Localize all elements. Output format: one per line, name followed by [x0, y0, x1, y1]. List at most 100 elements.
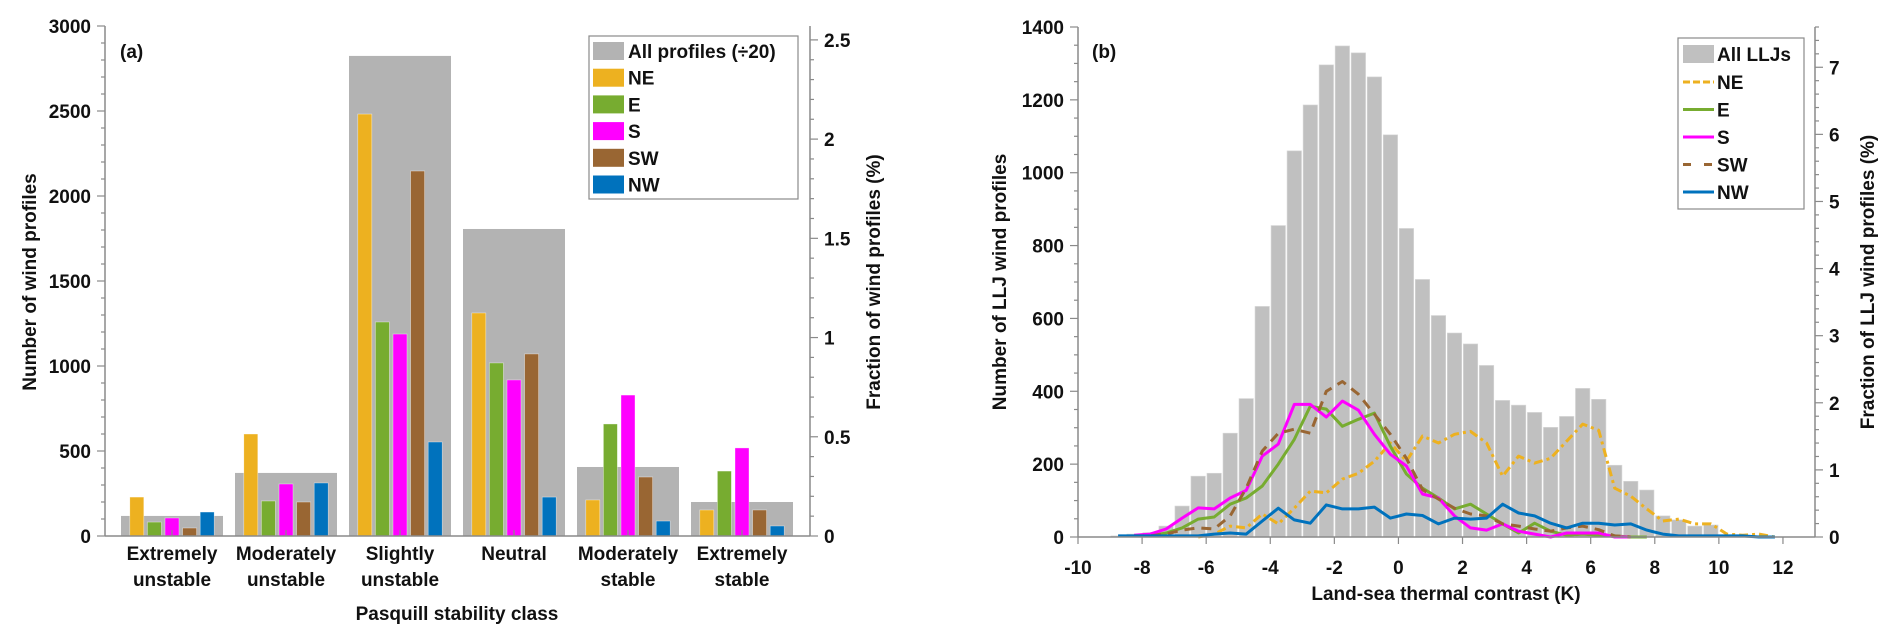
a-x-tick-label: unstable: [247, 570, 325, 591]
b-histogram-bar: [1511, 404, 1527, 538]
a-legend-swatch-s: [593, 122, 624, 141]
a-y-tick-label: 1500: [49, 272, 91, 293]
a-bar-e: [147, 521, 162, 537]
a-panel-label: (a): [120, 42, 143, 63]
a-y-axis-label: Number of wind profiles: [20, 173, 41, 390]
a-bar-sw: [182, 527, 197, 537]
b-legend-box: [1677, 37, 1805, 210]
a-bar-nw: [769, 525, 785, 537]
a-bar-ne: [129, 496, 145, 537]
b-legend-label: NE: [1717, 73, 1743, 94]
a-bar-s: [392, 333, 408, 537]
b-y-tick-label: 600: [1032, 309, 1064, 330]
b-histogram-bar: [1575, 388, 1591, 538]
a-x-tick-label: stable: [601, 570, 656, 591]
a-bar-s: [278, 483, 294, 537]
b-y-right-tick-label: 3: [1829, 327, 1840, 348]
b-y-right-tick-label: 1: [1829, 461, 1840, 482]
b-histogram-bar: [1366, 76, 1382, 538]
a-y-axis-right-label: Fraction of wind profiles (%): [864, 154, 885, 409]
a-legend-label: All profiles (÷20): [628, 42, 776, 63]
b-y-tick-label: 1200: [1022, 91, 1064, 112]
b-legend-swatch-all-lljs: [1683, 45, 1714, 63]
a-bar-ne: [699, 509, 715, 537]
b-histogram-bar: [1350, 52, 1366, 538]
a-legend-box: [588, 35, 799, 200]
b-histogram: [1110, 45, 1735, 538]
a-bar-s: [506, 379, 522, 537]
a-bar-e: [717, 470, 732, 537]
a-legend: All profiles (÷20) NE ES SW NW: [588, 35, 799, 200]
a-bar-nw: [313, 482, 329, 537]
b-histogram-bar: [1270, 225, 1286, 538]
a-legend-swatch-ne: [593, 68, 624, 87]
a-bar-ne: [471, 312, 487, 537]
a-y-right-tick-label: 1: [824, 329, 835, 350]
b-histogram-bar: [1318, 64, 1334, 538]
b-histogram-bar: [1414, 279, 1430, 538]
a-y-tick-label: 2000: [49, 187, 91, 208]
a-bar-sw: [752, 509, 767, 537]
a-bar-ne: [357, 113, 373, 537]
a-x-tick-label: stable: [715, 570, 770, 591]
a-x-tick-label: Extremely: [127, 544, 218, 565]
a-bar-s: [620, 394, 636, 537]
a-legend-swatch-all: [593, 42, 624, 60]
b-y-axis-right-label: Fraction of LLJ wind profiles (%): [1858, 135, 1879, 430]
a-x-tick-label: Neutral: [481, 544, 546, 565]
b-legend-label: All LLJs: [1717, 45, 1791, 66]
a-bar-ne: [585, 499, 601, 537]
b-histogram-bar: [1254, 306, 1270, 538]
b-y-right-tick-label: 0: [1829, 528, 1840, 549]
b-legend-label: S: [1717, 128, 1730, 149]
a-axes: 0 500 1000 1500 2000 2500 3000 0 0.5 1 1.5 2 2.5 Extr…: [49, 17, 851, 591]
a-y-tick-label: 500: [59, 442, 91, 463]
a-y-right-tick-label: 1.5: [824, 229, 851, 250]
a-bar-nw: [655, 520, 671, 537]
a-legend-label: E: [628, 95, 641, 116]
a-bar-nw: [427, 441, 443, 537]
a-bar-e: [261, 500, 276, 537]
b-x-tick-label: -8: [1134, 558, 1151, 579]
a-y-right-tick-label: 2: [824, 130, 835, 151]
b-histogram-bar: [1398, 228, 1414, 538]
b-legend-label: NW: [1717, 183, 1749, 204]
b-line-sw: [1134, 380, 1631, 539]
b-x-tick-label: 12: [1772, 558, 1793, 579]
b-histogram-bar: [1591, 398, 1607, 538]
a-x-tick-label: unstable: [361, 570, 439, 591]
a-legend-label: NE: [628, 69, 654, 90]
b-y-tick-label: 0: [1053, 528, 1064, 549]
panel-a: 0 500 1000 1500 2000 2500 3000 0 0.5 1 1.5 2 2.5 Extr…: [20, 17, 885, 625]
b-y-tick-label: 1000: [1022, 164, 1064, 185]
b-legend-label: SW: [1717, 156, 1748, 177]
b-x-tick-label: -2: [1326, 558, 1343, 579]
b-y-tick-label: 1400: [1022, 18, 1064, 39]
a-y-right-tick-label: 0: [824, 527, 835, 548]
a-legend-swatch-e: [593, 95, 624, 114]
b-x-tick-label: 4: [1521, 558, 1532, 579]
b-x-tick-label: -6: [1198, 558, 1215, 579]
b-y-right-tick-label: 2: [1829, 394, 1840, 415]
b-histogram-bar: [1238, 398, 1254, 538]
b-y-right-tick-label: 7: [1829, 58, 1840, 79]
a-bar-s: [734, 447, 750, 537]
b-panel-label: (b): [1092, 42, 1116, 63]
a-y-tick-label: 0: [80, 527, 91, 548]
a-direction-bars: [129, 113, 785, 537]
b-legend: All LLJs NE ES SW NW: [1677, 37, 1805, 210]
b-x-axis-label: Land-sea thermal contrast (K): [1311, 584, 1580, 605]
a-bar-nw: [199, 511, 215, 537]
b-histogram-bar: [1382, 134, 1398, 538]
a-legend-label: NW: [628, 176, 660, 197]
b-histogram-bar: [1286, 150, 1302, 538]
b-y-right-tick-label: 4: [1829, 260, 1840, 281]
a-bar-sw: [524, 353, 539, 537]
a-bar-e: [603, 423, 618, 537]
a-x-tick-label: Extremely: [697, 544, 788, 565]
a-bar-sw: [410, 170, 425, 537]
a-legend-swatch-nw: [593, 175, 624, 194]
a-bar-e: [489, 362, 504, 537]
b-x-tick-label: 10: [1708, 558, 1729, 579]
b-x-tick-label: 2: [1457, 558, 1468, 579]
